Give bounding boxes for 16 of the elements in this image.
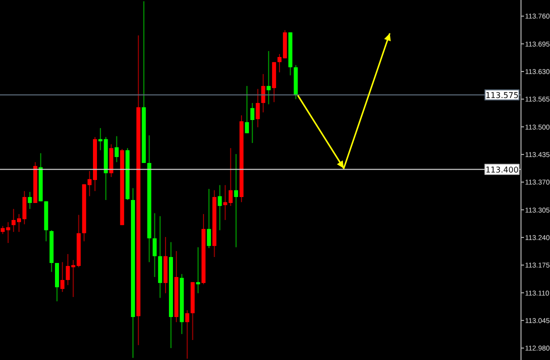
candlestick	[152, 212, 157, 278]
candlestick	[196, 246, 200, 294]
candlestick	[185, 310, 190, 360]
candlestick	[244, 85, 249, 134]
candlestick	[28, 191, 32, 210]
candlestick	[60, 262, 64, 292]
candlestick	[234, 154, 238, 248]
ref-line-label: 113.400	[485, 165, 519, 174]
candlestick	[266, 50, 271, 105]
candlestick	[206, 188, 211, 249]
candlestick	[250, 102, 254, 144]
ref-line-label: 113.575	[485, 90, 519, 100]
candlestick	[218, 184, 222, 231]
candlestick	[256, 88, 260, 128]
candlestick	[261, 74, 266, 113]
candlestick	[114, 136, 119, 163]
